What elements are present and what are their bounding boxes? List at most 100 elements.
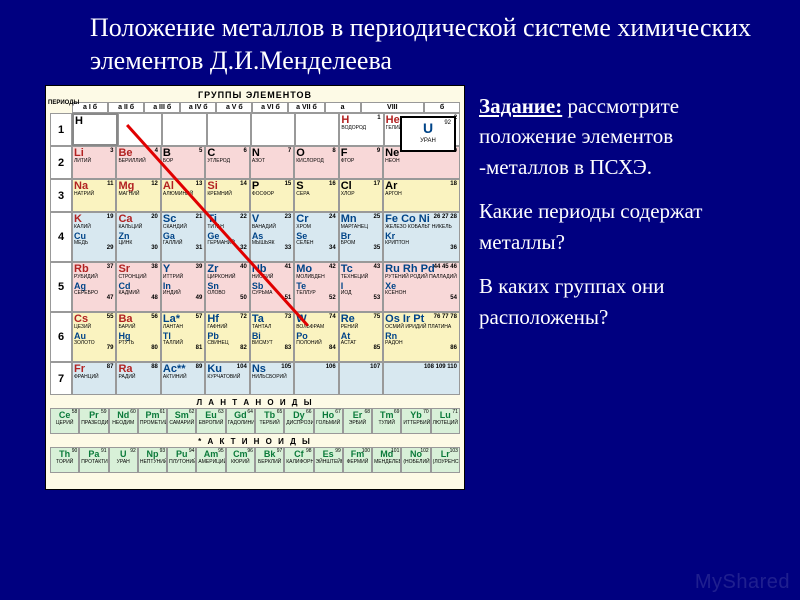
group-header: а II б (108, 102, 144, 113)
slide-title: Положение металлов в периодической систе… (0, 0, 800, 85)
element-cell: O8КИСЛОРОД (294, 146, 338, 179)
period-number: 3 (50, 179, 72, 212)
element-cell: 108 109 110 (383, 362, 460, 395)
group-header: б (424, 102, 460, 113)
period-row: 4K19КАЛИЙCu29МЕДЬCa20КАЛЬЦИЙZn30ЦИНКSc21… (50, 212, 460, 262)
lanthanides-label: Л А Н Т А Н О И Д Ы (50, 398, 460, 407)
element-cell: S16СЕРА (294, 179, 338, 212)
element-cell: Tc43ТЕХНЕЦИЙI53ИОД (339, 262, 383, 312)
period-row: 3Na11НАТРИЙMg12МАГНИЙAl13АЛЮМИНИЙSi14КРЕ… (50, 179, 460, 212)
group-header: а (325, 102, 361, 113)
group-header: а V б (216, 102, 252, 113)
element-cell: Mo42МОЛИБДЕНTe52ТЕЛЛУР (294, 262, 338, 312)
element-cell: B5БОР (161, 146, 205, 179)
series-cell: No102(НОБЕЛИЙ) (401, 447, 430, 473)
legend-number: 92 (444, 120, 451, 126)
element-cell: P15ФОСФОР (250, 179, 294, 212)
series-cell: Es99ЭЙНШТЕЙНИЙ (314, 447, 343, 473)
element-cell (295, 113, 339, 146)
period-number: 2 (50, 146, 72, 179)
series-cell: Dy66ДИСПРОЗИЙ (284, 408, 313, 434)
group-header-row: а I ба II ба III ба IV ба V ба VI ба VII… (50, 102, 460, 113)
element-cell: Y39ИТТРИЙIn49ИНДИЙ (161, 262, 205, 312)
element-cell: Be4БЕРИЛЛИЙ (116, 146, 160, 179)
element-cell: V23ВАНАДИЙAs33МЫШЬЯК (250, 212, 294, 262)
actinides-label: * А К Т И Н О И Д Ы (50, 437, 460, 446)
element-cell: Ta73ТАНТАЛBi83ВИСМУТ (250, 312, 294, 362)
element-cell: N7АЗОТ (250, 146, 294, 179)
element-cell: Ku104КУРЧАТОВИЙ (205, 362, 249, 395)
element-cell: H (72, 113, 118, 146)
content-row: ПЕРИОДЫ ГРУППЫ ЭЛЕМЕНТОВ а I ба II ба II… (0, 85, 800, 490)
element-cell: Cl17ХЛОР (339, 179, 383, 212)
element-cell: Ba56БАРИЙHg80РТУТЬ (116, 312, 160, 362)
group-header: а III б (144, 102, 180, 113)
element-cell: Re75РЕНИЙAt85АСТАТ (339, 312, 383, 362)
group-header: а VI б (252, 102, 288, 113)
series-cell: Bk97БЕРКЛИЙ (255, 447, 284, 473)
periodic-table: ПЕРИОДЫ ГРУППЫ ЭЛЕМЕНТОВ а I ба II ба II… (45, 85, 465, 490)
series-cell: Er68ЭРБИЙ (343, 408, 372, 434)
period-row: 1HH1ВОДОРОДHe2ГЕЛИЙ (50, 113, 460, 146)
element-cell: Cr24ХРОМSe34СЕЛЕН (294, 212, 338, 262)
series-cell: U92УРАН (109, 447, 138, 473)
element-cell: Ra88РАДИЙ (116, 362, 160, 395)
periods-container: 1HH1ВОДОРОДHe2ГЕЛИЙ2Li3ЛИТИЙBe4БЕРИЛЛИЙB… (50, 113, 460, 395)
element-cell: Ns105НИЛЬСБОРИЙ (250, 362, 294, 395)
group-header: а VII б (288, 102, 324, 113)
period-number: 1 (50, 113, 72, 146)
element-cell: Si14КРЕМНИЙ (205, 179, 249, 212)
series-cell: Md101МЕНДЕЛЕВИЙ (372, 447, 401, 473)
legend-name: УРАН (404, 138, 452, 144)
groups-title: ГРУППЫ ЭЛЕМЕНТОВ (50, 90, 460, 100)
series-cell: Pr59ПРАЗЕОДИМ (79, 408, 108, 434)
group-header: VIII (361, 102, 424, 113)
element-cell: Ar18АРГОН (383, 179, 460, 212)
element-cell: 106 (294, 362, 338, 395)
element-cell: Ac**89АКТИНИЙ (161, 362, 205, 395)
element-cell: Sc21СКАНДИЙGa31ГАЛЛИЙ (161, 212, 205, 262)
watermark: MyShared (695, 571, 790, 594)
series-cell: Th90ТОРИЙ (50, 447, 79, 473)
series-cell: Pa91ПРОТАКТИНИЙ (79, 447, 108, 473)
series-cell: Lu71ЛЮТЕЦИЙ (431, 408, 460, 434)
element-cell: Zr40ЦИРКОНИЙSn50ОЛОВО (205, 262, 249, 312)
series-cell: Gd64ГАДОЛИНИЙ (226, 408, 255, 434)
period-row: 7Fr87ФРАНЦИЙRa88РАДИЙAc**89АКТИНИЙKu104К… (50, 362, 460, 395)
series-cell: Am95АМЕРИЦИЙ (196, 447, 225, 473)
period-number: 5 (50, 262, 72, 312)
element-cell: Hf72ГАФНИЙPb82СВИНЕЦ (205, 312, 249, 362)
element-cell: Fr87ФРАНЦИЙ (72, 362, 116, 395)
element-cell: 107 (339, 362, 383, 395)
element-cell: Cs55ЦЕЗИЙAu79ЗОЛОТО (72, 312, 116, 362)
period-number: 6 (50, 312, 72, 362)
series-cell: Cm96КЮРИЙ (226, 447, 255, 473)
period-row: 2Li3ЛИТИЙBe4БЕРИЛЛИЙB5БОРC6УГЛЕРОДN7АЗОТ… (50, 146, 460, 179)
task-text: Задание: рассмотрите положение элементов… (479, 85, 759, 490)
series-cell: Pu94ПЛУТОНИЙ (167, 447, 196, 473)
series-cell: Pm61ПРОМЕТИЙ (138, 408, 167, 434)
element-cell: K19КАЛИЙCu29МЕДЬ (72, 212, 116, 262)
element-cell: Os Ir Pt76 77 78ОСМИЙ ИРИДИЙ ПЛАТИНАRn86… (383, 312, 460, 362)
element-cell: Mg12МАГНИЙ (116, 179, 160, 212)
element-cell: F9ФТОР (339, 146, 383, 179)
series-cell: Np93НЕПТУНИЙ (138, 447, 167, 473)
element-cell: La*57ЛАНТАНTl81ТАЛЛИЙ (161, 312, 205, 362)
element-cell: Li3ЛИТИЙ (72, 146, 116, 179)
element-cell: Na11НАТРИЙ (72, 179, 116, 212)
period-row: 6Cs55ЦЕЗИЙAu79ЗОЛОТОBa56БАРИЙHg80РТУТЬLa… (50, 312, 460, 362)
series-cell: Lr103(ЛОУРЕНСИЙ) (431, 447, 460, 473)
group-header: а IV б (180, 102, 216, 113)
element-cell: Mn25МАРГАНЕЦBr35БРОМ (339, 212, 383, 262)
task-p2: Какие периоды содержат металлы? (479, 196, 759, 257)
series-cell: Tb65ТЕРБИЙ (255, 408, 284, 434)
element-cell (162, 113, 206, 146)
element-cell: Ru Rh Pd44 45 46РУТЕНИЙ РОДИЙ ПАЛЛАДИЙXe… (383, 262, 460, 312)
series-cell: Nd60НЕОДИМ (109, 408, 138, 434)
element-cell: Rb37РУБИДИЙAg47СЕРЕБРО (72, 262, 116, 312)
element-cell (207, 113, 251, 146)
series-cell: Ce58ЦЕРИЙ (50, 408, 79, 434)
legend-symbol: U (423, 120, 433, 136)
element-cell: Fe Co Ni26 27 28ЖЕЛЕЗО КОБАЛЬТ НИКЕЛЬKr3… (383, 212, 460, 262)
legend-box: U 92 УРАН (400, 116, 456, 152)
